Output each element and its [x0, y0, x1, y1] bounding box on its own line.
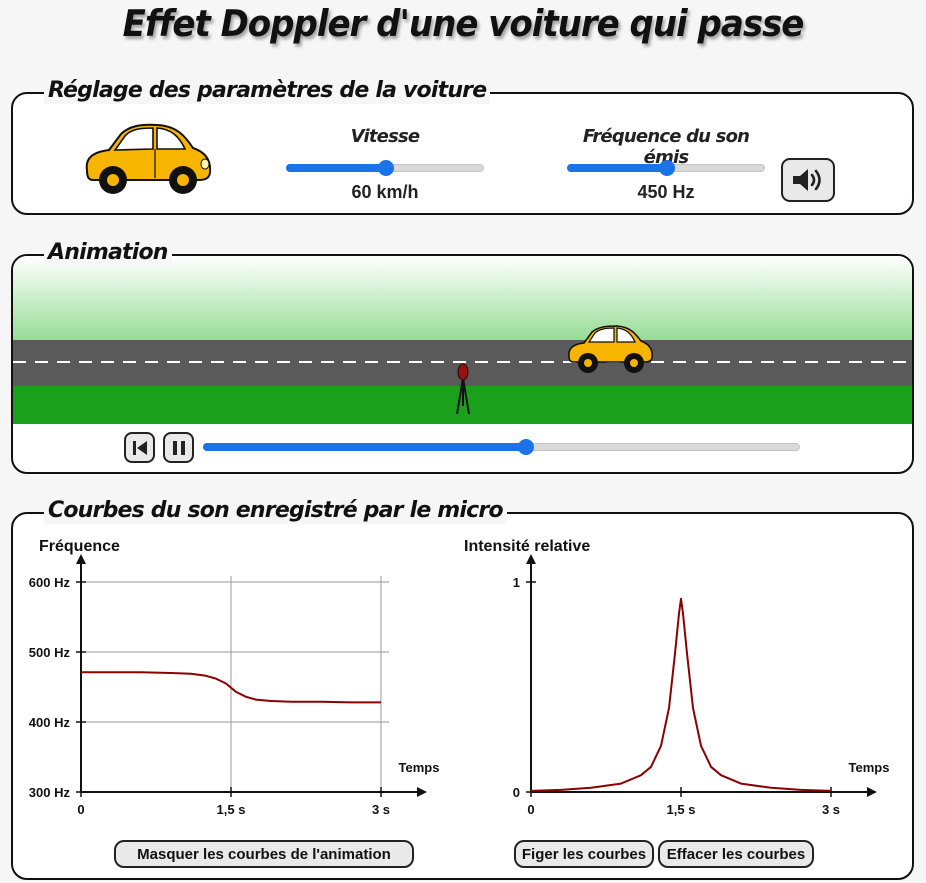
x-tick-label: 3 s [372, 802, 390, 817]
page-title: Effet Doppler d'une voiture qui passe [122, 2, 805, 46]
settings-panel: Vitesse 60 km/h Fréquence du son émis 45… [11, 92, 914, 215]
y-tick-label: 300 Hz [29, 785, 71, 800]
y-axis-arrow [76, 554, 86, 564]
skip-back-icon [132, 440, 147, 455]
pause-button[interactable] [163, 432, 194, 463]
frequency-slider-fill [567, 164, 666, 172]
settings-legend: Réglage des paramètres de la voiture [44, 78, 491, 104]
animation-legend: Animation [44, 240, 172, 266]
y-axis-title: Fréquence [39, 538, 120, 555]
rewind-button[interactable] [124, 432, 155, 463]
frequency-label: Fréquence du son émis [582, 126, 750, 168]
x-tick-label: 0 [527, 802, 534, 817]
microphone [456, 363, 470, 415]
hide-curves-button[interactable]: Masquer les courbes de l'animation [114, 840, 414, 868]
speaker-icon [793, 169, 821, 191]
x-axis-arrow [867, 787, 877, 797]
x-axis-title: Temps [849, 760, 890, 775]
x-tick-label: 0 [77, 802, 84, 817]
x-tick-label: 1,5 s [667, 802, 696, 817]
speed-slider[interactable] [286, 160, 484, 176]
y-tick-label: 1 [513, 575, 520, 590]
y-tick-label: 500 Hz [29, 645, 71, 660]
frequency-slider[interactable] [567, 160, 765, 176]
animation-panel [11, 254, 914, 474]
play-sound-button[interactable] [781, 158, 835, 202]
animation-progress-slider[interactable] [203, 439, 800, 455]
x-tick-label: 3 s [822, 802, 840, 817]
frequency-slider-thumb[interactable] [659, 160, 675, 176]
curves-legend: Courbes du son enregistré par le micro [44, 498, 507, 524]
speed-label: Vitesse [350, 126, 420, 147]
animation-progress-fill [203, 443, 525, 451]
y-tick-label: 0 [513, 785, 520, 800]
pause-icon [172, 440, 185, 455]
speed-slider-fill [286, 164, 385, 172]
y-axis-arrow [526, 554, 536, 564]
car-image [85, 123, 212, 194]
curves-panel: 0 1,5 s 3 s 300 Hz 400 Hz 500 Hz 600 Hz Fréquen… [11, 512, 914, 880]
y-tick-label: 600 Hz [29, 575, 71, 590]
y-axis-title: Intensité relative [464, 538, 590, 555]
animation-scene [13, 256, 912, 424]
y-tick-label: 400 Hz [29, 715, 71, 730]
freeze-curves-button[interactable]: Figer les courbes [514, 840, 654, 868]
frequency-value: 450 Hz [637, 182, 695, 202]
x-tick-label: 1,5 s [217, 802, 246, 817]
moving-car [568, 325, 653, 373]
intensity-chart: 0 1,5 s 3 s 0 1 Intensité relative Temps [464, 538, 890, 817]
series-line [81, 671, 381, 704]
clear-curves-button[interactable]: Effacer les courbes [658, 840, 814, 868]
series-line [530, 597, 832, 792]
animation-progress-thumb[interactable] [518, 439, 534, 455]
x-axis-title: Temps [399, 760, 440, 775]
x-axis-arrow [417, 787, 427, 797]
speed-slider-thumb[interactable] [378, 160, 394, 176]
frequency-chart: 0 1,5 s 3 s 300 Hz 400 Hz 500 Hz 600 Hz Fréquen… [29, 538, 440, 817]
speed-value: 60 km/h [351, 182, 419, 202]
